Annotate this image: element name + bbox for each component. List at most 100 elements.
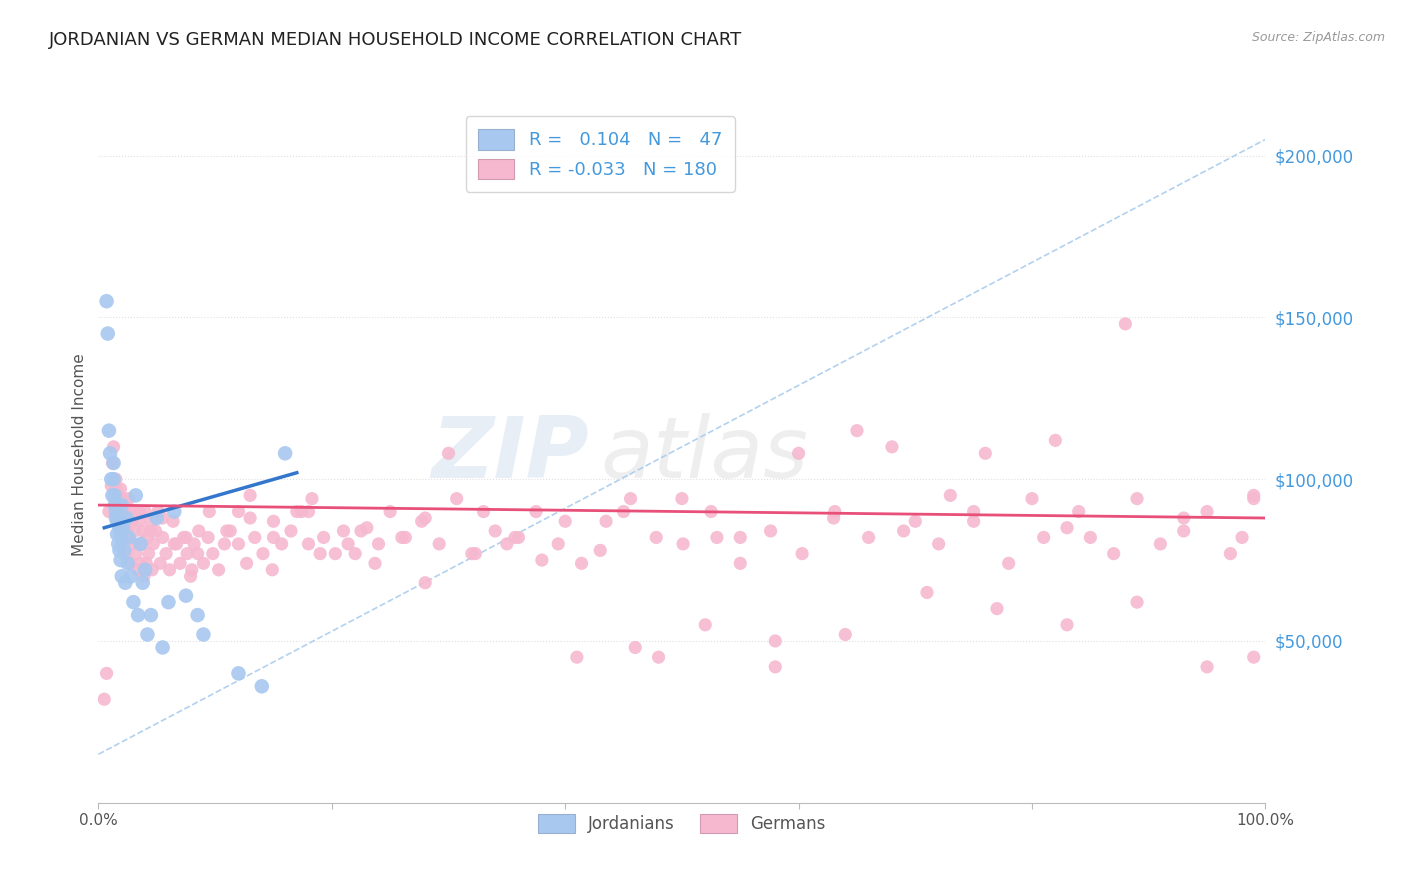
Point	[571, 557, 593, 571]
Point	[997, 557, 1019, 571]
Point	[974, 446, 997, 460]
Point	[104, 482, 127, 496]
Point	[132, 524, 155, 538]
Point	[763, 634, 786, 648]
Point	[134, 504, 156, 518]
Point	[117, 521, 139, 535]
Point	[97, 326, 120, 341]
Point	[173, 531, 195, 545]
Point	[700, 504, 723, 518]
Point	[162, 514, 184, 528]
Point	[1126, 595, 1149, 609]
Point	[290, 504, 312, 518]
Point	[136, 627, 159, 641]
Point	[132, 575, 155, 590]
Point	[595, 514, 617, 528]
Point	[427, 537, 450, 551]
Point	[239, 488, 262, 502]
Point	[613, 504, 636, 518]
Point	[138, 547, 160, 561]
Point	[503, 531, 526, 545]
Point	[117, 514, 139, 528]
Point	[108, 524, 131, 538]
Point	[108, 521, 131, 535]
Point	[1114, 317, 1136, 331]
Point	[823, 511, 845, 525]
Point	[962, 514, 984, 528]
Point	[129, 537, 152, 551]
Point	[730, 531, 752, 545]
Point	[472, 504, 495, 518]
Point	[118, 491, 141, 506]
Point	[214, 537, 236, 551]
Legend: Jordanians, Germans: Jordanians, Germans	[531, 807, 832, 839]
Point	[115, 498, 138, 512]
Point	[166, 537, 188, 551]
Point	[1243, 650, 1265, 665]
Point	[96, 294, 118, 309]
Point	[759, 524, 782, 538]
Point	[624, 640, 647, 655]
Point	[252, 547, 274, 561]
Point	[297, 537, 319, 551]
Point	[111, 491, 134, 506]
Point	[939, 488, 962, 502]
Point	[1173, 524, 1195, 538]
Point	[159, 563, 181, 577]
Point	[301, 491, 323, 506]
Point	[250, 679, 273, 693]
Point	[104, 488, 127, 502]
Point	[645, 531, 668, 545]
Point	[364, 557, 387, 571]
Point	[647, 650, 669, 665]
Point	[127, 563, 149, 577]
Point	[787, 446, 810, 460]
Text: ZIP: ZIP	[430, 413, 589, 497]
Point	[790, 547, 813, 561]
Point	[834, 627, 856, 641]
Point	[122, 595, 145, 609]
Point	[461, 547, 484, 561]
Point	[1243, 488, 1265, 502]
Point	[228, 504, 250, 518]
Point	[111, 569, 134, 583]
Point	[149, 557, 172, 571]
Point	[115, 511, 138, 525]
Point	[1230, 531, 1253, 545]
Point	[163, 537, 186, 551]
Point	[174, 531, 197, 545]
Point	[589, 543, 612, 558]
Point	[96, 666, 118, 681]
Point	[128, 514, 150, 528]
Point	[1219, 547, 1241, 561]
Point	[108, 543, 131, 558]
Point	[547, 537, 569, 551]
Point	[187, 524, 209, 538]
Point	[100, 478, 122, 492]
Point	[350, 524, 373, 538]
Point	[125, 488, 148, 502]
Point	[243, 531, 266, 545]
Point	[915, 585, 938, 599]
Point	[672, 537, 695, 551]
Point	[111, 498, 134, 512]
Point	[207, 563, 229, 577]
Point	[270, 537, 292, 551]
Point	[391, 531, 413, 545]
Point	[139, 608, 162, 623]
Point	[103, 440, 125, 454]
Point	[619, 491, 641, 506]
Point	[176, 547, 198, 561]
Point	[139, 524, 162, 538]
Point	[337, 537, 360, 551]
Point	[104, 472, 127, 486]
Point	[846, 424, 869, 438]
Point	[1173, 511, 1195, 525]
Point	[893, 524, 915, 538]
Point	[104, 482, 127, 496]
Point	[112, 524, 135, 538]
Point	[107, 511, 129, 525]
Point	[201, 547, 224, 561]
Point	[141, 563, 163, 577]
Point	[554, 514, 576, 528]
